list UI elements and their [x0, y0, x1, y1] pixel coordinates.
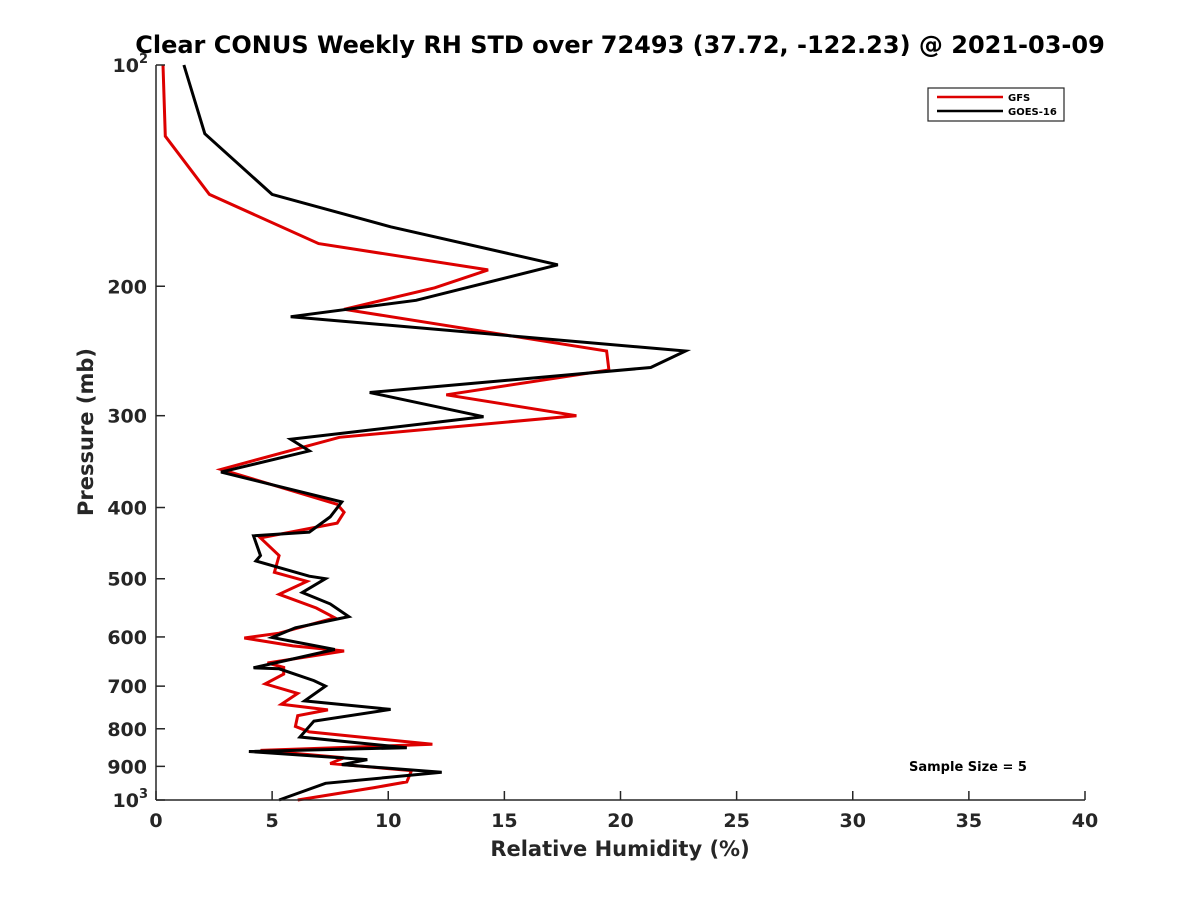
- y-tick-label: 200: [107, 276, 147, 298]
- series-layer: [161, 64, 692, 802]
- y-tick-label: 500: [107, 569, 147, 591]
- y-ticks: 102 200 300 400 500 600 700 800 900 103: [107, 52, 165, 812]
- legend-label-goes16: GOES-16: [1008, 107, 1057, 118]
- y-tick-label: 103: [113, 787, 149, 812]
- series-line-gfs: [161, 64, 611, 802]
- legend-label-gfs: GFS: [1008, 93, 1030, 104]
- x-axis-label: Relative Humidity (%): [490, 837, 749, 861]
- x-tick-label: 15: [491, 810, 517, 832]
- x-tick-label: 30: [840, 810, 866, 832]
- series-line-goes16: [182, 64, 692, 802]
- legend-box: [927, 87, 1065, 122]
- legend: GFS GOES-16: [927, 87, 1065, 122]
- x-tick-label: 5: [266, 810, 279, 832]
- y-tick-label: 400: [107, 498, 147, 520]
- y-tick-label: 600: [107, 627, 147, 649]
- y-tick-label: 300: [107, 406, 147, 428]
- sample-size-annotation: Sample Size = 5: [909, 760, 1027, 775]
- x-tick-label: 10: [375, 810, 401, 832]
- y-tick-label: 102: [113, 52, 149, 77]
- axes-layer: [155, 65, 1085, 801]
- y-tick-label: 700: [107, 676, 147, 698]
- x-tick-label: 40: [1072, 810, 1098, 832]
- y-tick-label: 900: [107, 756, 147, 778]
- x-tick-label: 25: [723, 810, 749, 832]
- y-axis-label: Pressure (mb): [74, 348, 98, 516]
- x-tick-label: 35: [956, 810, 982, 832]
- x-tick-label: 0: [149, 810, 162, 832]
- chart-title: Clear CONUS Weekly RH STD over 72493 (37…: [135, 31, 1105, 59]
- x-ticks: 0 5 10 15 20 25 30 35 40: [149, 791, 1098, 832]
- y-tick-label: 800: [107, 719, 147, 741]
- x-tick-label: 20: [607, 810, 633, 832]
